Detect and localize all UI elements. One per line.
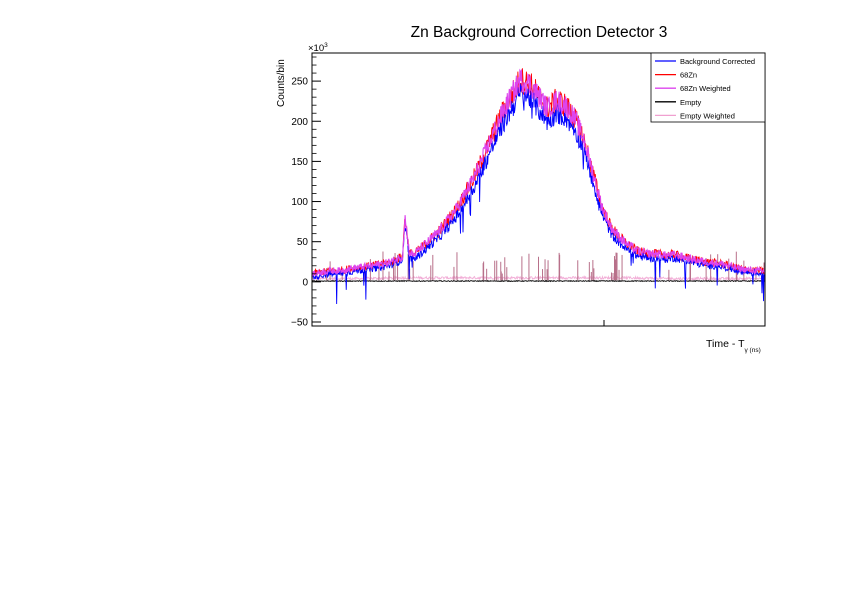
legend: Background Corrected 68Zn 68Zn Weighted Emp… [650, 52, 766, 123]
legend-label-3: Empty [680, 98, 702, 107]
y-multiplier: ×103 [308, 42, 328, 54]
plot-frame [311, 52, 766, 327]
x-axis-label-subscript: γ (ns) [745, 347, 761, 354]
chart-title: Zn Background Correction Detector 3 [411, 24, 668, 41]
y-tick-label-2: 50 [297, 237, 309, 248]
series-empty [312, 279, 765, 283]
series-layer [312, 68, 765, 305]
y-tick-label-3: 100 [291, 197, 308, 208]
legend-label-0: Background Corrected [680, 57, 755, 66]
legend-label-2: 68Zn Weighted [680, 84, 731, 93]
y-tick-label-4: 150 [291, 157, 308, 168]
y-multiplier-exponent: 3 [324, 42, 328, 49]
y-tick-label-5: 200 [291, 117, 308, 128]
y-tick-label-0: −50 [291, 317, 308, 328]
y-axis-label: Counts/bin [276, 59, 287, 107]
y-tick-label-6: 250 [291, 77, 308, 88]
legend-label-4: Empty Weighted [680, 111, 735, 120]
series-68zn-weighted [312, 68, 765, 277]
y-tick-label-1: 0 [302, 277, 308, 288]
series-line [312, 68, 765, 277]
series-line [312, 279, 765, 283]
legend-label-1: 68Zn [680, 71, 697, 80]
y-axis: −50 0 50 100 150 200 250 [291, 56, 321, 328]
x-axis-label: Time - Tγ (ns) [706, 338, 761, 354]
legend-box [650, 52, 766, 123]
